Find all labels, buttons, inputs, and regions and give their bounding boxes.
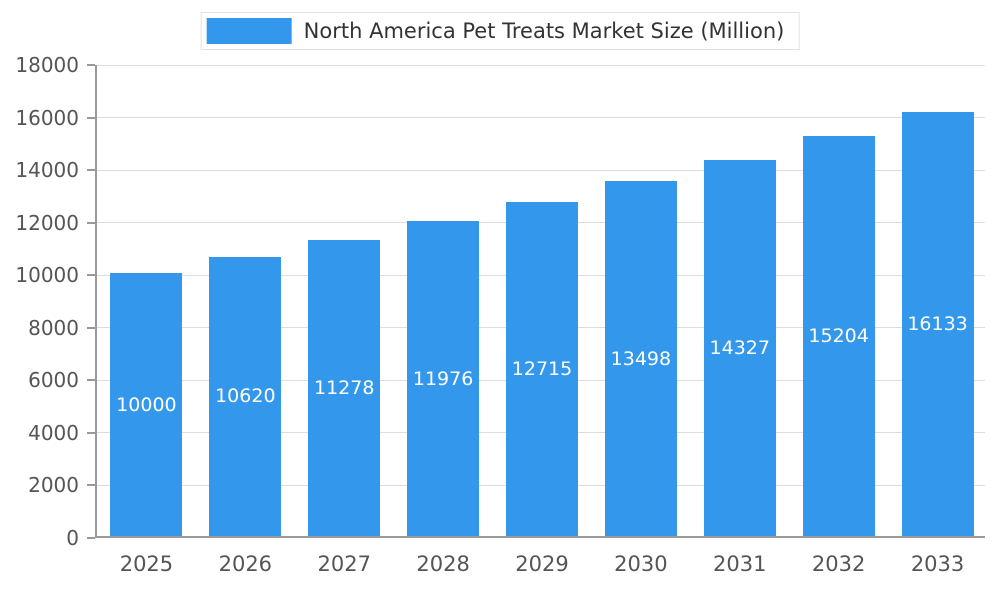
gridline	[97, 64, 985, 66]
x-axis-tick-label: 2028	[416, 552, 470, 576]
y-axis-tick-label: 14000	[15, 158, 79, 183]
bar-2033[interactable]: 16133	[901, 112, 974, 536]
bar-2026[interactable]: 10620	[209, 256, 282, 536]
bar-2029[interactable]: 12715	[506, 201, 578, 536]
bar-value-label: 10000	[116, 393, 177, 416]
y-axis-tick-mark	[87, 169, 95, 172]
gridline	[97, 117, 985, 119]
bar-value-label: 16133	[907, 313, 968, 336]
y-axis-tick-mark	[87, 326, 95, 329]
y-axis-tick-mark	[87, 116, 95, 119]
legend[interactable]: North America Pet Treats Market Size (Mi…	[200, 12, 800, 50]
y-axis-tick-mark	[87, 537, 95, 539]
y-axis-tick-mark	[87, 431, 95, 434]
x-axis-tick-label: 2033	[910, 552, 965, 576]
bar-value-label: 11278	[313, 376, 375, 399]
plot-area: 0 2000 4000 6000 8000 10000 12000 14000 16000 180…	[15, 53, 985, 576]
y-axis-tick-label: 4000	[28, 420, 79, 445]
y-axis-tick-label: 0	[66, 526, 79, 550]
bar-2030[interactable]: 13498	[604, 181, 677, 536]
bar-2025[interactable]: 10000	[110, 273, 183, 536]
y-axis-tick-label: 16000	[15, 105, 79, 130]
x-axis-tick-label: 2026	[218, 552, 273, 576]
x-axis-tick-label: 2030	[614, 552, 668, 576]
x-axis-tick-label: 2032	[811, 552, 866, 576]
x-axis-tick-label: 2029	[515, 552, 569, 576]
bar-value-label: 11976	[412, 367, 474, 390]
legend-label: North America Pet Treats Market Size (Mi…	[303, 19, 785, 43]
bar-value-label: 12715	[511, 357, 573, 380]
y-axis-tick-label: 10000	[15, 263, 79, 288]
x-axis-tick-label: 2027	[317, 552, 371, 576]
y-axis-tick-mark	[87, 379, 95, 382]
x-axis-tick-label: 2025	[119, 552, 174, 576]
y-axis-tick-label: 8000	[28, 315, 79, 340]
bar-value-label: 14327	[709, 336, 770, 359]
y-axis-tick-mark	[87, 484, 95, 487]
y-axis-tick-label: 12000	[15, 210, 79, 235]
bar-2028[interactable]: 11976	[407, 221, 480, 536]
bar-value-label: 13498	[610, 347, 672, 370]
bar-2032[interactable]: 15204	[802, 136, 875, 536]
y-axis-tick-mark	[87, 274, 95, 277]
bar-2027[interactable]: 11278	[308, 239, 381, 536]
bar-value-label: 15204	[808, 325, 869, 348]
legend-swatch-icon	[206, 18, 292, 44]
y-axis-tick-label: 6000	[28, 368, 79, 393]
y-axis-tick-mark	[87, 64, 95, 66]
x-axis-tick-label: 2031	[713, 552, 767, 576]
bar-2031[interactable]: 14327	[703, 159, 776, 536]
y-axis-tick-mark	[87, 221, 95, 224]
y-axis-tick-label: 18000	[15, 53, 79, 77]
bar-value-label: 10620	[215, 385, 276, 408]
gridline	[97, 169, 985, 171]
y-axis-tick-label: 2000	[28, 473, 79, 498]
